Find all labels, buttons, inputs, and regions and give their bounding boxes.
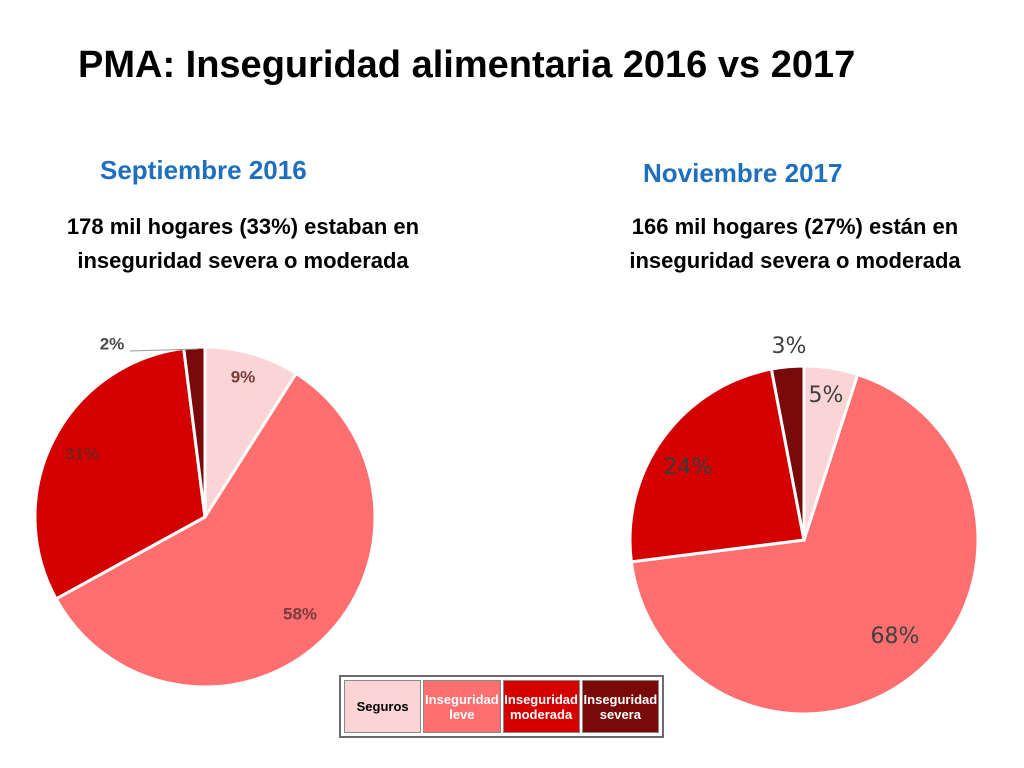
legend-item-4: Inseguridad severa — [581, 680, 659, 733]
pie-label-2016-2: 58% — [283, 604, 317, 623]
pie-slice-2017-2 — [629, 372, 980, 716]
subtitle-line-2: inseguridad severa o moderada — [77, 248, 409, 273]
pie-label-2017-2: 68% — [871, 624, 920, 649]
subtitle-line-1: 166 mil hogares (27%) están en — [631, 214, 959, 239]
pie-label-2017-3: 24% — [664, 455, 713, 480]
panel-subtitle-2017: 166 mil hogares (27%) están en insegurid… — [580, 210, 1010, 278]
pie-slice-2017-3 — [628, 367, 806, 564]
legend: Seguros Inseguridad leve Inseguridad moder… — [339, 675, 664, 738]
subtitle-line-2: inseguridad severa o moderada — [629, 248, 961, 273]
pie-label-2016-4: 2% — [100, 334, 125, 353]
pie-slice-2016-1 — [203, 345, 299, 523]
legend-item-1: Seguros — [344, 680, 422, 733]
panel-title-2016: Septiembre 2016 — [100, 155, 307, 185]
page-title: PMA: Inseguridad alimentaria 2016 vs 201… — [78, 44, 856, 86]
panel-subtitle-2016: 178 mil hogares (33%) estaban en insegur… — [28, 210, 458, 278]
pie-slice-2016-2 — [53, 371, 377, 689]
subtitle-line-1: 178 mil hogares (33%) estaban en — [66, 214, 420, 239]
panel-title-2017: Noviembre 2017 — [643, 158, 843, 188]
pie-label-2017-4: 3% — [772, 334, 807, 359]
pie-slice-2016-4 — [182, 345, 207, 518]
leader-line — [129, 348, 199, 352]
pie-slice-2016-3 — [33, 346, 207, 601]
legend-item-2: Inseguridad leve — [423, 680, 501, 733]
pie-label-2017-1: 5% — [809, 383, 844, 408]
pie-slice-2017-4 — [769, 364, 806, 541]
legend-item-3: Inseguridad moderada — [502, 680, 580, 733]
pie-label-2016-3: 31% — [65, 444, 99, 463]
pie-label-2016-1: 9% — [231, 367, 256, 386]
